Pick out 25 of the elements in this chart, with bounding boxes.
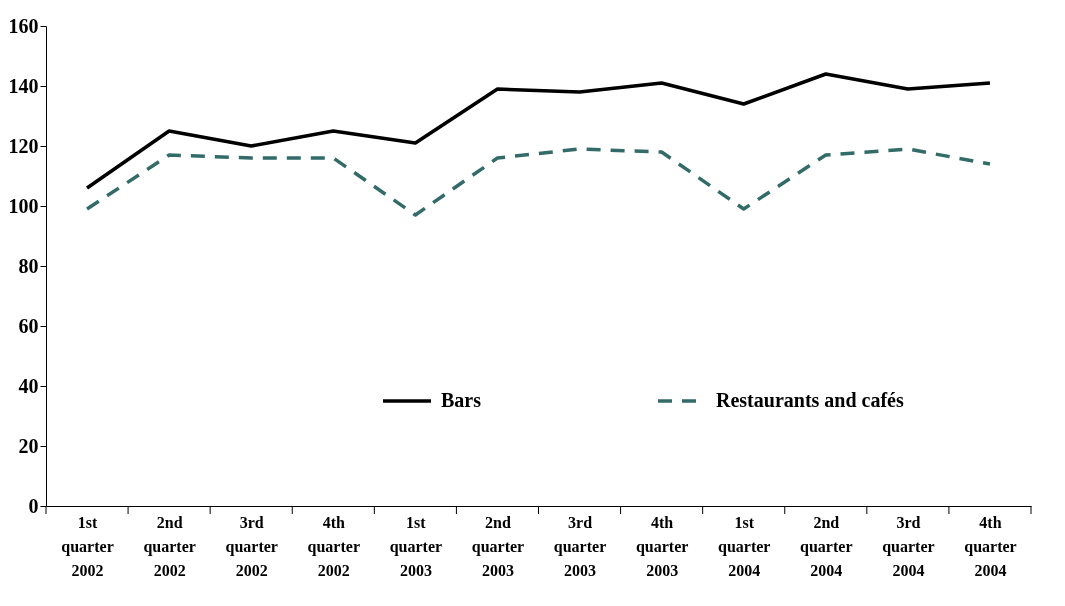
legend-label: Bars [441,389,482,411]
y-tick-label: 100 [8,194,39,217]
y-tick-label: 20 [18,434,39,457]
y-tick-label: 120 [8,134,39,157]
x-tick-label: 1st quarter 2004 [717,513,771,579]
x-tick-label: 3rd quarter 2002 [225,513,278,579]
x-tick-label: 4th quarter 2004 [964,513,1017,579]
y-tick-label: 40 [18,374,39,397]
x-tick-label: 1st quarter 2002 [61,513,114,579]
y-tick-label: 0 [28,494,39,517]
x-tick-label: 2nd quarter 2003 [471,513,525,579]
y-tick-label: 80 [18,254,39,277]
x-tick-label: 2nd quarter 2002 [143,513,196,579]
x-tick-label: 1st quarter 2003 [389,513,443,579]
x-tick-label: 4th quarter 2002 [307,513,361,579]
line-series [85,147,992,217]
y-tick-label: 60 [18,314,39,337]
line-series [85,72,992,190]
legend-label: Restaurants and cafés [716,389,904,411]
x-tick-label: 3rd quarter 2003 [553,513,607,579]
x-tick-label: 3rd quarter 2004 [882,513,935,579]
y-tick-label: 140 [8,74,39,97]
y-tick-label: 160 [8,14,39,37]
x-tick-label: 4th quarter 2003 [635,513,689,579]
x-tick-label: 2nd quarter 2004 [800,513,853,579]
